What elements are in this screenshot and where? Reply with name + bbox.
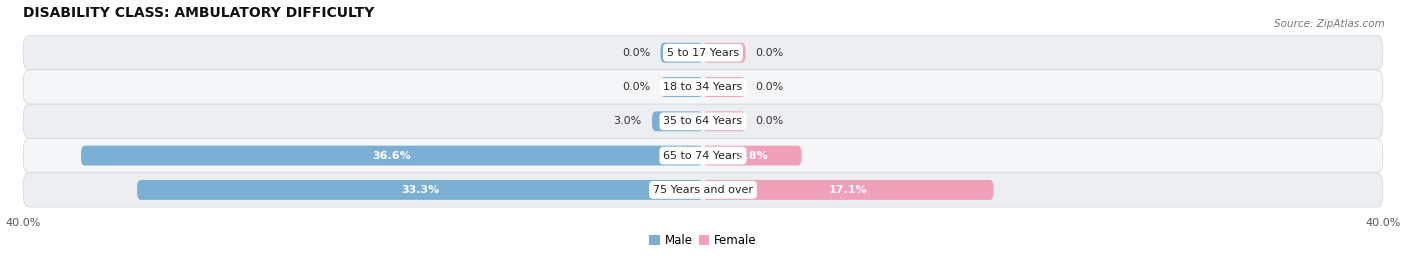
FancyBboxPatch shape <box>24 139 1382 173</box>
Text: 0.0%: 0.0% <box>621 82 651 92</box>
Text: Source: ZipAtlas.com: Source: ZipAtlas.com <box>1274 19 1385 29</box>
Text: 35 to 64 Years: 35 to 64 Years <box>664 116 742 126</box>
FancyBboxPatch shape <box>82 146 703 165</box>
Text: 5.8%: 5.8% <box>737 151 768 161</box>
Text: 36.6%: 36.6% <box>373 151 412 161</box>
FancyBboxPatch shape <box>24 36 1382 70</box>
FancyBboxPatch shape <box>24 104 1382 139</box>
FancyBboxPatch shape <box>703 146 801 165</box>
Text: 0.0%: 0.0% <box>755 116 785 126</box>
Text: 3.0%: 3.0% <box>613 116 641 126</box>
Text: 75 Years and over: 75 Years and over <box>652 185 754 195</box>
FancyBboxPatch shape <box>703 111 745 131</box>
Text: 17.1%: 17.1% <box>830 185 868 195</box>
FancyBboxPatch shape <box>652 111 703 131</box>
FancyBboxPatch shape <box>703 43 745 63</box>
Legend: Male, Female: Male, Female <box>645 229 761 252</box>
FancyBboxPatch shape <box>661 43 703 63</box>
FancyBboxPatch shape <box>138 180 703 200</box>
Text: DISABILITY CLASS: AMBULATORY DIFFICULTY: DISABILITY CLASS: AMBULATORY DIFFICULTY <box>24 6 374 20</box>
Text: 0.0%: 0.0% <box>755 48 785 58</box>
FancyBboxPatch shape <box>703 180 994 200</box>
FancyBboxPatch shape <box>661 77 703 97</box>
Text: 0.0%: 0.0% <box>621 48 651 58</box>
FancyBboxPatch shape <box>24 70 1382 104</box>
Text: 18 to 34 Years: 18 to 34 Years <box>664 82 742 92</box>
Text: 5 to 17 Years: 5 to 17 Years <box>666 48 740 58</box>
Text: 65 to 74 Years: 65 to 74 Years <box>664 151 742 161</box>
FancyBboxPatch shape <box>703 77 745 97</box>
Text: 0.0%: 0.0% <box>755 82 785 92</box>
Text: 33.3%: 33.3% <box>401 185 439 195</box>
FancyBboxPatch shape <box>24 173 1382 207</box>
